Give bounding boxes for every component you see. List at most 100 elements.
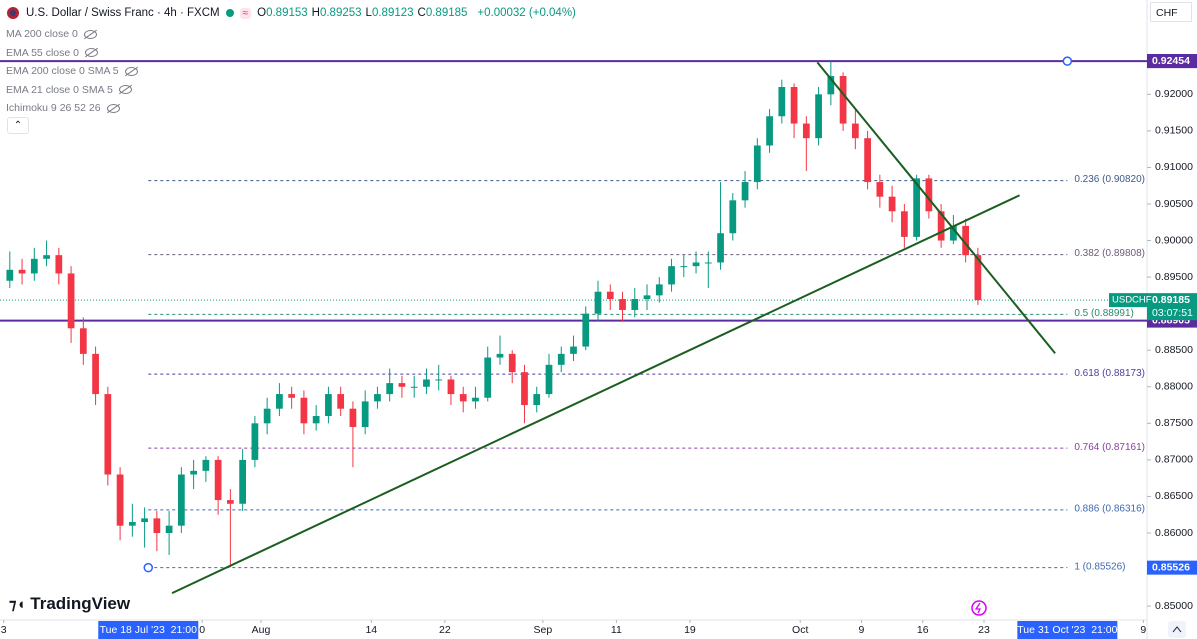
x-tick-label: 23: [978, 624, 990, 636]
candle-body: [864, 138, 871, 183]
y-tick-label: 0.86500: [1155, 490, 1193, 502]
x-tick-label: Oct: [792, 624, 808, 636]
symbol-tag-box: [1109, 293, 1147, 308]
y-tick-label: 0.92000: [1155, 88, 1193, 100]
candle-body: [974, 255, 982, 301]
candle-body: [337, 394, 345, 409]
symbol[interactable]: U.S. Dollar / Swiss Franc · 4h · FXCM: [26, 7, 220, 19]
scroll-button[interactable]: [1168, 621, 1186, 638]
eye-icon[interactable]: [106, 103, 120, 113]
x-tick-label: 19: [684, 624, 696, 636]
logo[interactable]: ⁊◖ TradingView: [9, 594, 131, 613]
candle-body: [692, 262, 700, 267]
price-label: 0.85526: [1152, 561, 1190, 573]
eye-icon[interactable]: [124, 66, 138, 76]
indicator-name: EMA 200 close 0 SMA 5: [6, 65, 119, 78]
y-tick-label: 0.86000: [1155, 527, 1193, 539]
candle-body: [484, 357, 492, 398]
candle-body: [177, 474, 185, 526]
fib-anchor: [1062, 56, 1073, 66]
indicator-list: MA 200 close 0 EMA 55 close 0 EMA 200 clos…: [6, 25, 138, 118]
candle-body: [606, 291, 614, 300]
y-tick-label: 0.88500: [1155, 344, 1193, 356]
candle-body: [778, 87, 786, 117]
market-status: [225, 9, 234, 17]
candle-body: [913, 178, 920, 237]
y-tick-label: 0.85000: [1155, 600, 1193, 612]
price-label-box: [1147, 54, 1197, 69]
candle-body: [153, 518, 161, 533]
candle-body: [423, 379, 430, 387]
candle-body: [288, 394, 296, 398]
candle-body: [190, 470, 197, 475]
candle-body: [459, 394, 467, 402]
candle-body: [851, 123, 859, 139]
fib-label: 0.382 (0.89808): [1074, 248, 1145, 259]
candle-body: [655, 284, 663, 296]
candle-body: [631, 299, 639, 310]
eye-icon[interactable]: [83, 29, 97, 39]
candle-body: [165, 525, 173, 533]
y-tick-label: 0.89500: [1155, 271, 1193, 283]
candle-body: [300, 397, 308, 424]
eye-icon[interactable]: [84, 48, 98, 58]
candle-body: [67, 273, 75, 329]
candle-body: [741, 182, 749, 201]
price-label: 0.92454: [1152, 55, 1190, 67]
indicator: Ichimoku 9 26 52 26: [6, 99, 138, 118]
candle-body: [276, 394, 283, 409]
candle-body: [92, 353, 99, 395]
alert-icon[interactable]: [971, 600, 987, 616]
candle-body: [680, 266, 688, 268]
candle-body: [937, 211, 945, 241]
candle-body: [888, 196, 896, 212]
x-tick-label: 14: [365, 624, 377, 636]
ohlc-label: C: [417, 7, 426, 19]
candle-body: [398, 383, 406, 387]
date-label: Tue 18 Jul '23 21:00: [100, 624, 198, 636]
ohlc-value: 0.89253: [319, 7, 362, 19]
ohlc-label: O: [257, 7, 267, 19]
candle-body: [435, 379, 443, 381]
candle-body: [104, 394, 112, 475]
candle-body: [263, 408, 271, 424]
y-tick-label: 0.91000: [1155, 161, 1193, 173]
candle-body: [386, 383, 394, 395]
candle-body: [361, 401, 369, 427]
x-tick-label: Aug: [252, 624, 271, 636]
indicator: EMA 55 close 0: [6, 44, 138, 63]
collapse-button[interactable]: ⌃: [7, 117, 29, 134]
candle-body: [704, 262, 712, 264]
x-tick-label: Sep: [534, 624, 553, 636]
candle-body: [643, 295, 651, 300]
candle-body: [900, 211, 908, 237]
date-label: Tue 31 Oct '23 21:00: [1017, 624, 1117, 636]
currency-select[interactable]: CHF: [1150, 2, 1192, 22]
candle-body: [839, 76, 847, 124]
candle-body: [79, 328, 87, 354]
candle-body: [533, 394, 541, 406]
alert-bolt: [974, 602, 982, 614]
fib-label: 0.5 (0.88991): [1074, 308, 1134, 319]
candle-body: [802, 123, 810, 139]
x-tick-label: 22: [439, 624, 451, 636]
symbol-tag: USDCHF: [1112, 295, 1152, 306]
eye-icon[interactable]: [118, 85, 132, 95]
replay-badge[interactable]: ≈: [239, 7, 252, 19]
candle-body: [374, 394, 381, 402]
candle-body: [545, 364, 553, 395]
candle-body: [827, 76, 835, 95]
candle-body: [43, 255, 50, 259]
logo-text: TradingView: [30, 594, 131, 613]
ohlc-value: 0.89153: [266, 7, 308, 19]
candle-body: [950, 225, 957, 241]
y-tick-label: 0.87500: [1155, 417, 1193, 429]
ohlc: O0.89153 H0.89253 L0.89123 C0.89185: [257, 7, 471, 19]
candle-body: [619, 299, 626, 310]
candle-body: [717, 233, 724, 263]
indicator-name: EMA 55 close 0: [6, 46, 79, 59]
candle-body: [349, 408, 357, 427]
x-tick-label: 9: [859, 624, 865, 636]
last-price: 0.89185: [1152, 294, 1190, 306]
